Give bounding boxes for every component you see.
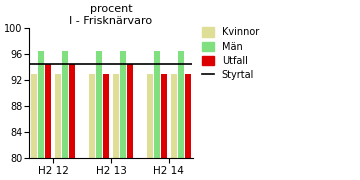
Bar [171, 73, 177, 158]
Title: procent
I - Frisknärvaro: procent I - Frisknärvaro [69, 4, 153, 26]
Bar [38, 51, 44, 158]
Bar [120, 51, 126, 158]
Bar [178, 51, 184, 158]
Bar [185, 73, 192, 158]
Bar [69, 64, 76, 158]
Bar [45, 64, 51, 158]
Bar [55, 73, 61, 158]
Bar [96, 51, 102, 158]
Bar [113, 73, 119, 158]
Bar [154, 51, 159, 158]
Bar [127, 64, 134, 158]
Bar [103, 73, 109, 158]
Bar [62, 51, 68, 158]
Legend: Kvinnor, Män, Utfall, Styrtal: Kvinnor, Män, Utfall, Styrtal [201, 26, 260, 81]
Bar [31, 73, 37, 158]
Bar [89, 73, 95, 158]
Bar [161, 73, 167, 158]
Bar [147, 73, 153, 158]
